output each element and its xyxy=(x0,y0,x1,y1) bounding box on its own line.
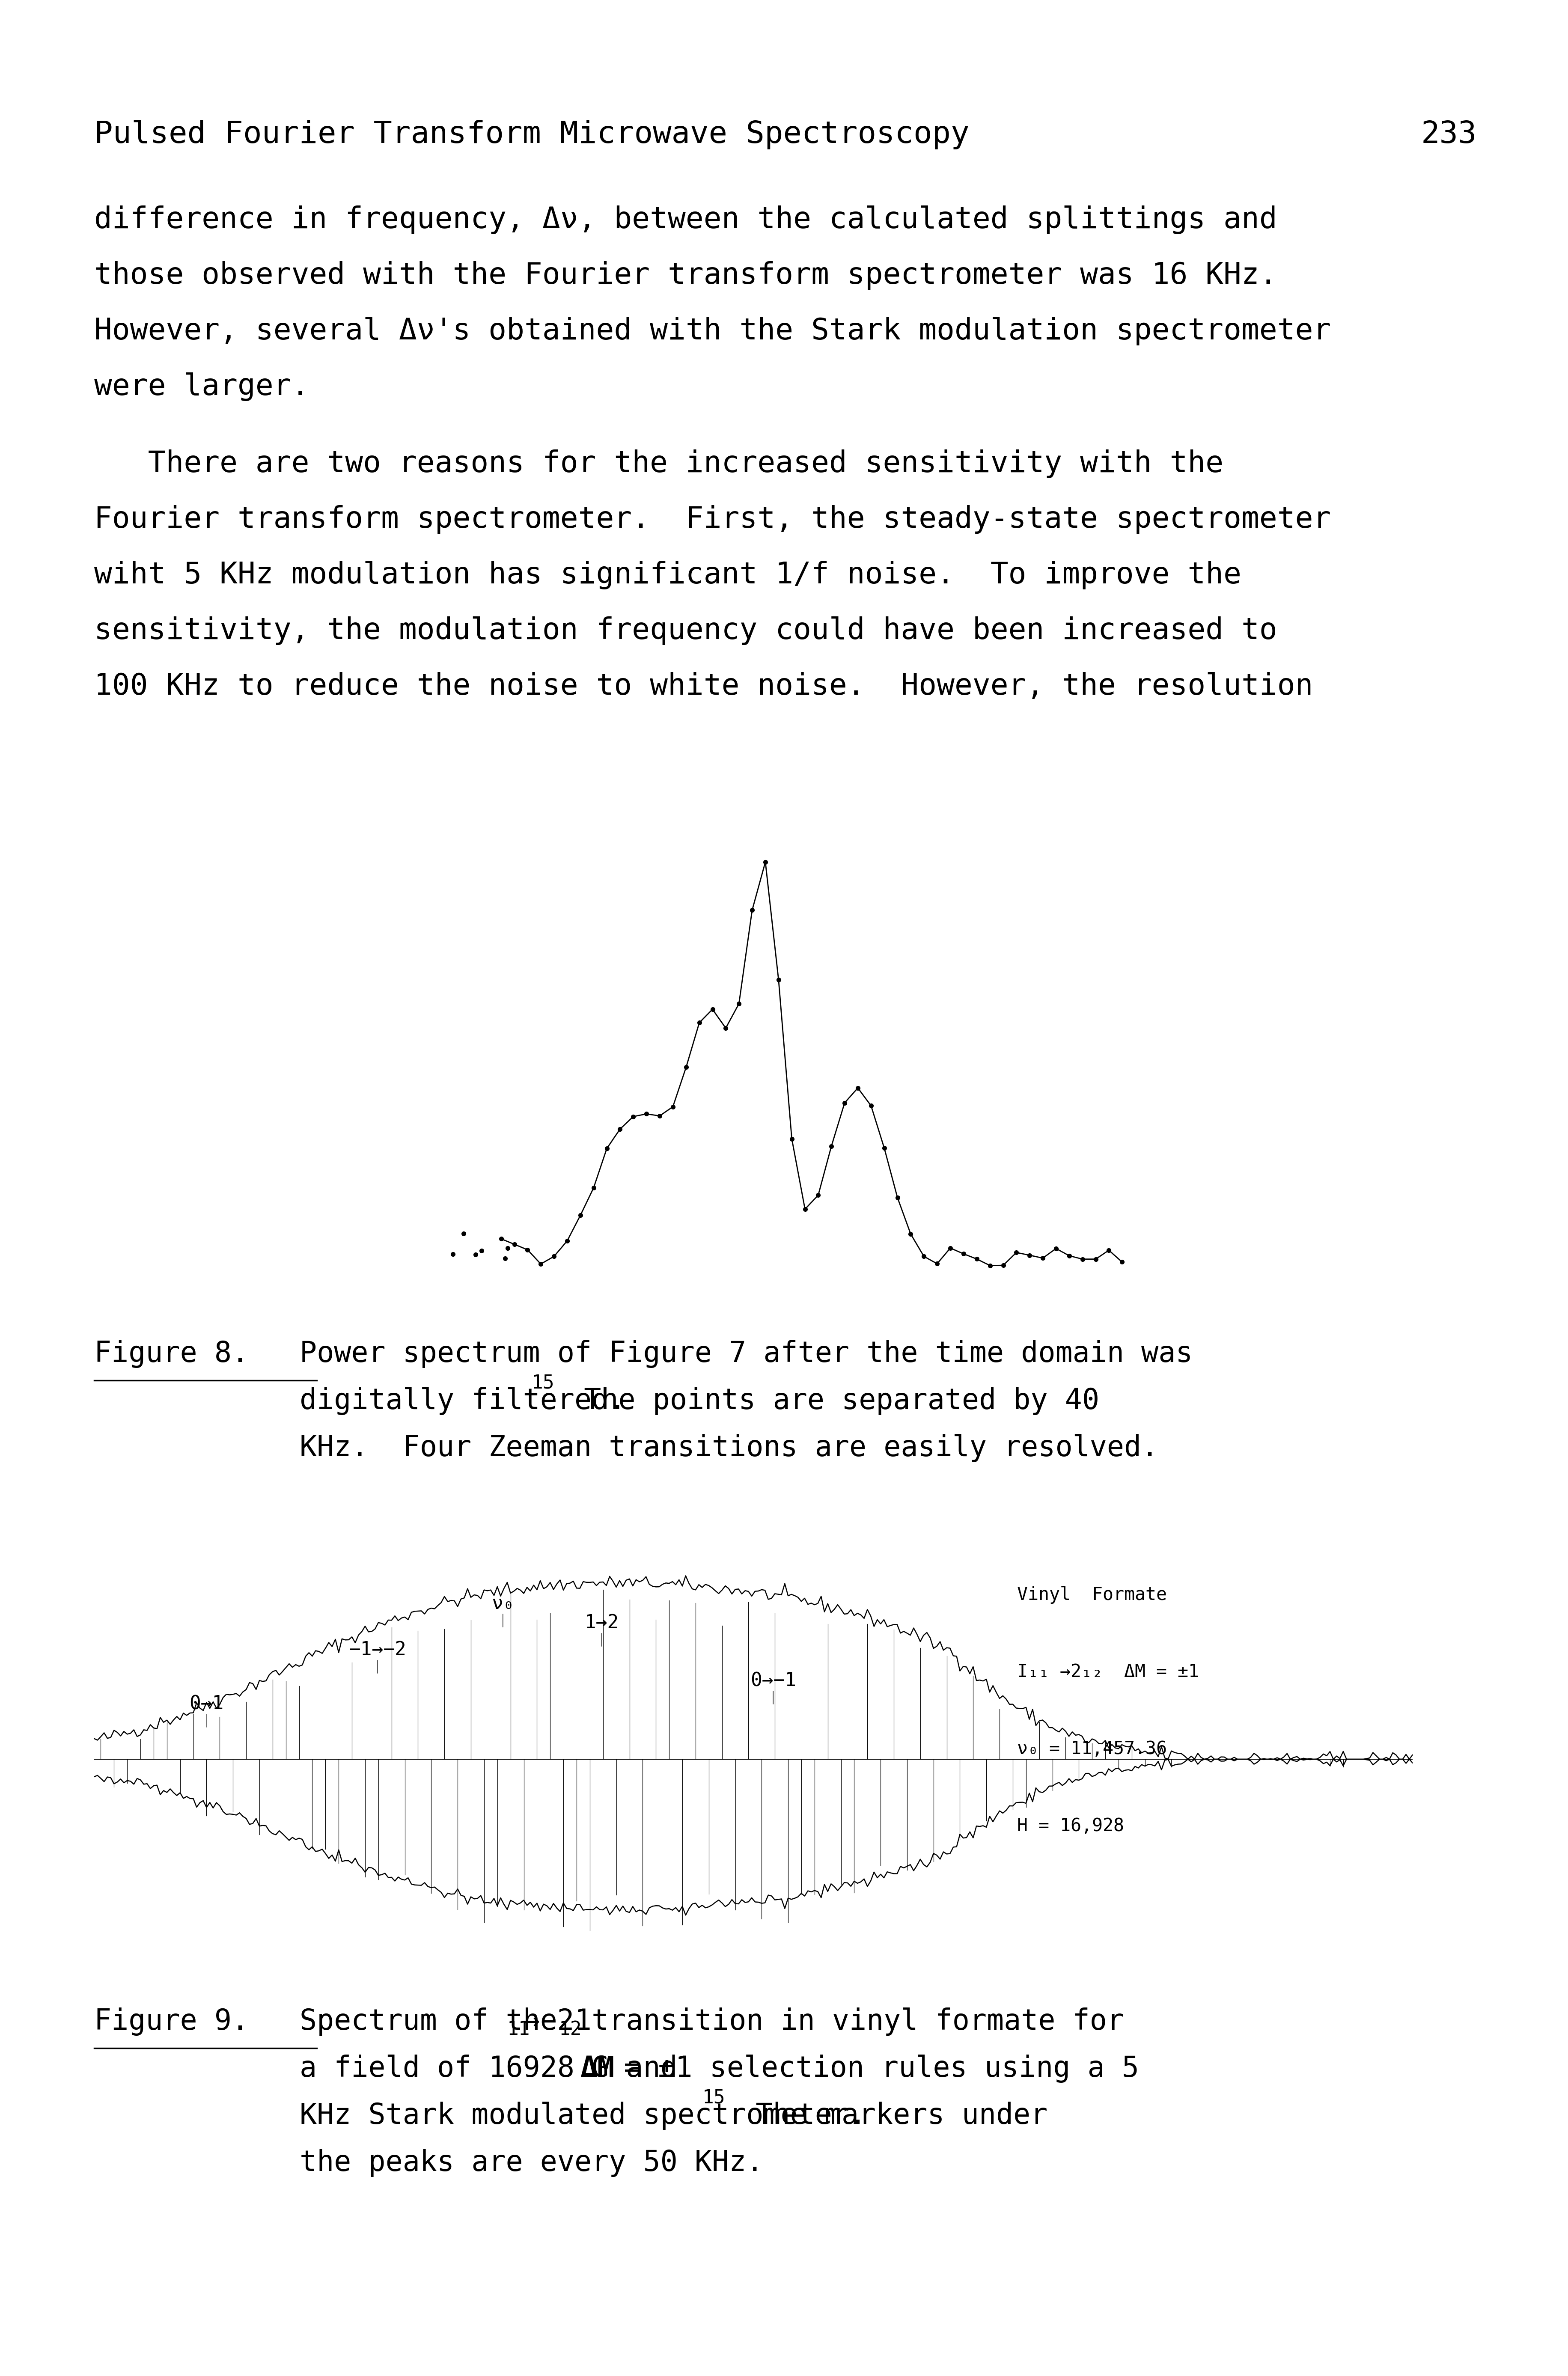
Text: difference in frequency, Δν, between the calculated splittings and: difference in frequency, Δν, between the… xyxy=(94,204,1278,235)
Text: 100 KHz to reduce the noise to white noise.  However, the resolution: 100 KHz to reduce the noise to white noi… xyxy=(94,672,1312,701)
Text: = ±1 selection rules using a 5: = ±1 selection rules using a 5 xyxy=(607,2055,1138,2084)
Text: KHz Stark modulated spectrometer.: KHz Stark modulated spectrometer. xyxy=(299,2103,867,2129)
Text: sensitivity, the modulation frequency could have been increased to: sensitivity, the modulation frequency co… xyxy=(94,615,1278,644)
Text: I₁₁ →2₁₂  ΔM = ±1: I₁₁ →2₁₂ ΔM = ±1 xyxy=(1018,1663,1200,1680)
Text: Vinyl  Formate: Vinyl Formate xyxy=(1018,1585,1167,1604)
Text: Figure 8.: Figure 8. xyxy=(94,1340,249,1369)
Text: 0→−1: 0→−1 xyxy=(750,1670,797,1689)
Text: 15: 15 xyxy=(532,1373,555,1392)
Text: were larger.: were larger. xyxy=(94,373,309,402)
Text: Figure 9.: Figure 9. xyxy=(94,2008,249,2036)
Text: 11: 11 xyxy=(506,2020,530,2039)
Text: ν₀ = 11,457.36: ν₀ = 11,457.36 xyxy=(1018,1739,1167,1758)
Text: a field of 16928 G and: a field of 16928 G and xyxy=(299,2055,695,2084)
Text: ν₀: ν₀ xyxy=(491,1594,514,1613)
Text: 1→2: 1→2 xyxy=(585,1613,619,1632)
Text: Power spectrum of Figure 7 after the time domain was: Power spectrum of Figure 7 after the tim… xyxy=(299,1340,1193,1369)
Text: 15: 15 xyxy=(702,2089,724,2108)
Text: wiht 5 KHz modulation has significant 1/f noise.  To improve the: wiht 5 KHz modulation has significant 1/… xyxy=(94,561,1242,589)
Text: There are two reasons for the increased sensitivity with the: There are two reasons for the increased … xyxy=(94,449,1223,478)
Text: → 2: → 2 xyxy=(522,2008,574,2036)
Text: −1→−2: −1→−2 xyxy=(350,1642,406,1658)
Text: The markers under: The markers under xyxy=(721,2103,1047,2129)
Text: the peaks are every 50 KHz.: the peaks are every 50 KHz. xyxy=(299,2148,764,2176)
Text: transition in vinyl formate for: transition in vinyl formate for xyxy=(574,2008,1124,2036)
Text: KHz.  Four Zeeman transitions are easily resolved.: KHz. Four Zeeman transitions are easily … xyxy=(299,1433,1159,1461)
Text: ΔM: ΔM xyxy=(580,2055,615,2084)
Text: 12: 12 xyxy=(560,2020,582,2039)
Text: H = 16,928: H = 16,928 xyxy=(1018,1818,1124,1834)
Text: 233: 233 xyxy=(1421,119,1477,150)
Text: those observed with the Fourier transform spectrometer was 16 KHz.: those observed with the Fourier transfor… xyxy=(94,261,1278,290)
Text: The points are separated by 40: The points are separated by 40 xyxy=(549,1388,1099,1416)
Text: Fourier transform spectrometer.  First, the steady-state spectrometer: Fourier transform spectrometer. First, t… xyxy=(94,506,1331,535)
Text: Pulsed Fourier Transform Microwave Spectroscopy: Pulsed Fourier Transform Microwave Spect… xyxy=(94,119,969,150)
Text: However, several Δν's obtained with the Stark modulation spectrometer: However, several Δν's obtained with the … xyxy=(94,316,1331,345)
Text: Spectrum of the 1: Spectrum of the 1 xyxy=(299,2008,591,2036)
Text: digitally filtered.: digitally filtered. xyxy=(299,1388,626,1416)
Text: 0→1: 0→1 xyxy=(190,1694,223,1713)
